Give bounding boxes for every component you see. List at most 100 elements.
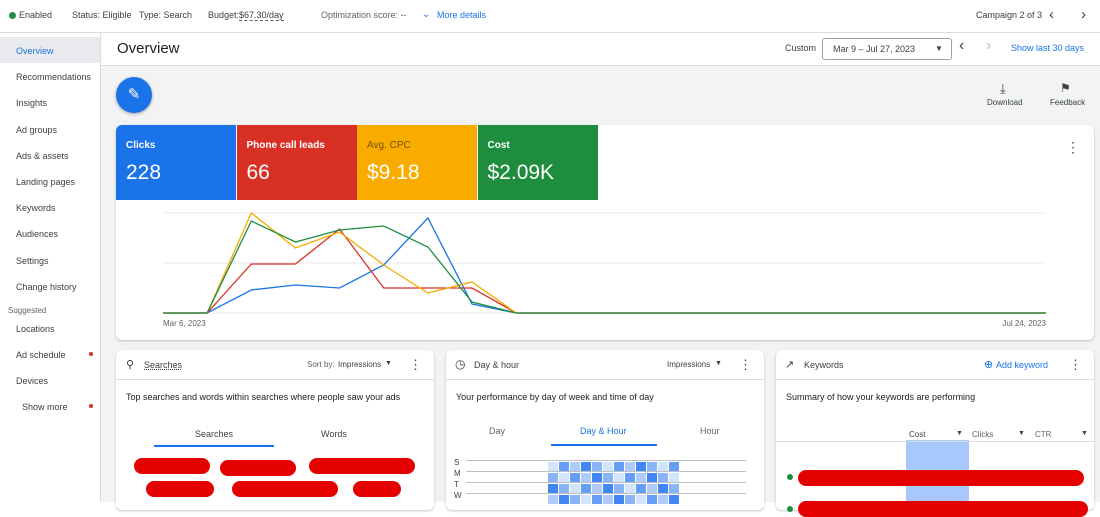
heat-cell bbox=[603, 473, 613, 482]
nav-item[interactable]: Show more bbox=[22, 402, 68, 412]
card-menu[interactable]: ⋮ bbox=[409, 357, 422, 372]
keyword-icon: ↗ bbox=[785, 359, 795, 371]
show-last[interactable]: Show last 30 days bbox=[1011, 43, 1085, 53]
nav-item[interactable]: Change history bbox=[16, 281, 77, 292]
heat-cell bbox=[625, 462, 635, 471]
day-label: T bbox=[454, 480, 459, 489]
budget-label: Budget: bbox=[208, 10, 240, 20]
download-icon[interactable]: ⤓ bbox=[1000, 81, 1006, 96]
nav-item[interactable]: Insights bbox=[16, 98, 48, 109]
nav-item[interactable]: Audiences bbox=[16, 229, 59, 240]
add-keyword[interactable]: Add keyword bbox=[996, 360, 1049, 370]
heat-cell bbox=[669, 462, 679, 471]
nav-item[interactable]: Keywords bbox=[16, 203, 56, 214]
metric-label: Avg. CPC bbox=[367, 140, 411, 151]
card-menu[interactable]: ⋮ bbox=[739, 357, 752, 372]
column-header[interactable]: CTR bbox=[1035, 430, 1052, 439]
column-arrow[interactable]: ▼ bbox=[1018, 430, 1025, 437]
redacted bbox=[353, 481, 401, 497]
search-icon: ⚲ bbox=[126, 359, 135, 371]
heat-cell bbox=[603, 495, 613, 504]
performance-card: ⋮ Mar 6, 2023 Jul 24, 2023 Clicks 228 Phone… bbox=[116, 125, 1094, 340]
metric-label: Phone call leads bbox=[246, 140, 325, 151]
sidebar: Overview Recommendations Insights Ad groups… bbox=[0, 33, 100, 502]
tab-underline bbox=[551, 444, 657, 446]
column-header[interactable]: Clicks bbox=[972, 430, 994, 439]
card-title: Keywords bbox=[804, 360, 844, 370]
date-picker[interactable]: Mar 9 – Jul 27, 2023 ▼ bbox=[822, 38, 952, 60]
edit-button[interactable]: ✎ bbox=[116, 77, 152, 113]
nav-item[interactable]: Devices bbox=[16, 376, 49, 387]
series-line bbox=[163, 220, 1046, 314]
main: Overview Custom Mar 9 – Jul 27, 2023 ▼ ‹… bbox=[100, 33, 1100, 517]
heat-cell bbox=[636, 462, 646, 471]
heat-row bbox=[466, 460, 746, 461]
heat-cell bbox=[647, 473, 657, 482]
feedback[interactable]: Feedback bbox=[1050, 98, 1086, 107]
nav-item[interactable]: Locations bbox=[16, 324, 55, 334]
add-icon[interactable]: ⊕ bbox=[984, 359, 994, 371]
nav-item[interactable]: Ad schedule bbox=[16, 350, 66, 361]
metric-card[interactable]: Avg. CPC $9.18 bbox=[357, 125, 477, 200]
more-details[interactable]: More details bbox=[437, 10, 487, 20]
heat-cell bbox=[548, 462, 558, 471]
alert-dot bbox=[89, 352, 93, 357]
metric-value: 66 bbox=[246, 161, 270, 184]
x-tick-label: Jul 24, 2023 bbox=[1002, 319, 1046, 328]
heat-cell bbox=[669, 484, 679, 493]
nav-item[interactable]: Settings bbox=[16, 255, 49, 266]
heat-cell bbox=[625, 484, 635, 493]
next-range[interactable]: › bbox=[986, 37, 992, 54]
status[interactable]: Enabled bbox=[19, 10, 53, 20]
sort-label: Sort by: bbox=[307, 360, 335, 369]
card-menu[interactable]: ⋮ bbox=[1069, 357, 1082, 372]
nav-item[interactable]: Overview bbox=[16, 46, 54, 56]
column-arrow[interactable]: ▼ bbox=[956, 430, 963, 437]
nav-item[interactable]: Ads & assets bbox=[16, 150, 69, 161]
heat-cell bbox=[658, 484, 668, 493]
heat-cell bbox=[625, 473, 635, 482]
tab[interactable]: Day & Hour bbox=[580, 426, 627, 436]
download[interactable]: Download bbox=[987, 98, 1023, 107]
header-bg bbox=[906, 428, 969, 440]
tab[interactable]: Day bbox=[489, 426, 506, 436]
metric-arrow[interactable]: ▼ bbox=[715, 360, 722, 367]
metric-card[interactable]: Phone call leads 66 bbox=[236, 125, 357, 200]
tab[interactable]: Words bbox=[321, 429, 347, 439]
budget[interactable]: $67.30/day bbox=[239, 10, 284, 21]
metric-value: $9.18 bbox=[367, 161, 420, 184]
heat-row bbox=[466, 471, 746, 472]
tab[interactable]: Hour bbox=[700, 426, 720, 436]
feedback-icon[interactable]: ⚑ bbox=[1060, 81, 1071, 95]
prev-campaign[interactable]: ‹ bbox=[1049, 6, 1054, 23]
heat-cell bbox=[669, 473, 679, 482]
heat-cell bbox=[559, 495, 569, 504]
prev-range[interactable]: ‹ bbox=[959, 37, 965, 54]
metric-select[interactable]: Impressions bbox=[667, 360, 711, 369]
metric-card[interactable]: Clicks 228 bbox=[116, 125, 236, 200]
nav-item[interactable]: Landing pages bbox=[16, 177, 76, 187]
clock-icon: ◷ bbox=[455, 357, 466, 371]
searches-card: ⚲ Searches Sort by: Impressions ▼ ⋮ Top … bbox=[116, 350, 434, 510]
top-bar: Enabled Status: Eligible Type: Search Bu… bbox=[0, 0, 1100, 33]
column-arrow[interactable]: ▼ bbox=[1081, 430, 1088, 437]
more-details-chevron[interactable]: ⌄ bbox=[422, 9, 431, 20]
nav-item[interactable]: Ad groups bbox=[16, 124, 58, 135]
sort-arrow[interactable]: ▼ bbox=[385, 360, 392, 367]
redacted bbox=[798, 470, 1084, 486]
active-highlight bbox=[0, 37, 100, 63]
heat-cell bbox=[614, 462, 624, 471]
heat-cell bbox=[548, 473, 558, 482]
nav-item[interactable]: Recommendations bbox=[16, 72, 92, 83]
tab[interactable]: Searches bbox=[195, 429, 234, 439]
chart: Mar 6, 2023 Jul 24, 2023 bbox=[163, 211, 1047, 328]
metric-card[interactable]: Cost $2.09K bbox=[477, 125, 598, 200]
sort-value[interactable]: Impressions bbox=[338, 360, 382, 369]
redacted bbox=[232, 481, 338, 497]
next-campaign[interactable]: › bbox=[1081, 6, 1086, 23]
heat-cell bbox=[614, 484, 624, 493]
card-menu[interactable]: ⋮ bbox=[1066, 139, 1080, 155]
card-header bbox=[446, 350, 764, 380]
column-header[interactable]: Cost bbox=[909, 430, 926, 439]
